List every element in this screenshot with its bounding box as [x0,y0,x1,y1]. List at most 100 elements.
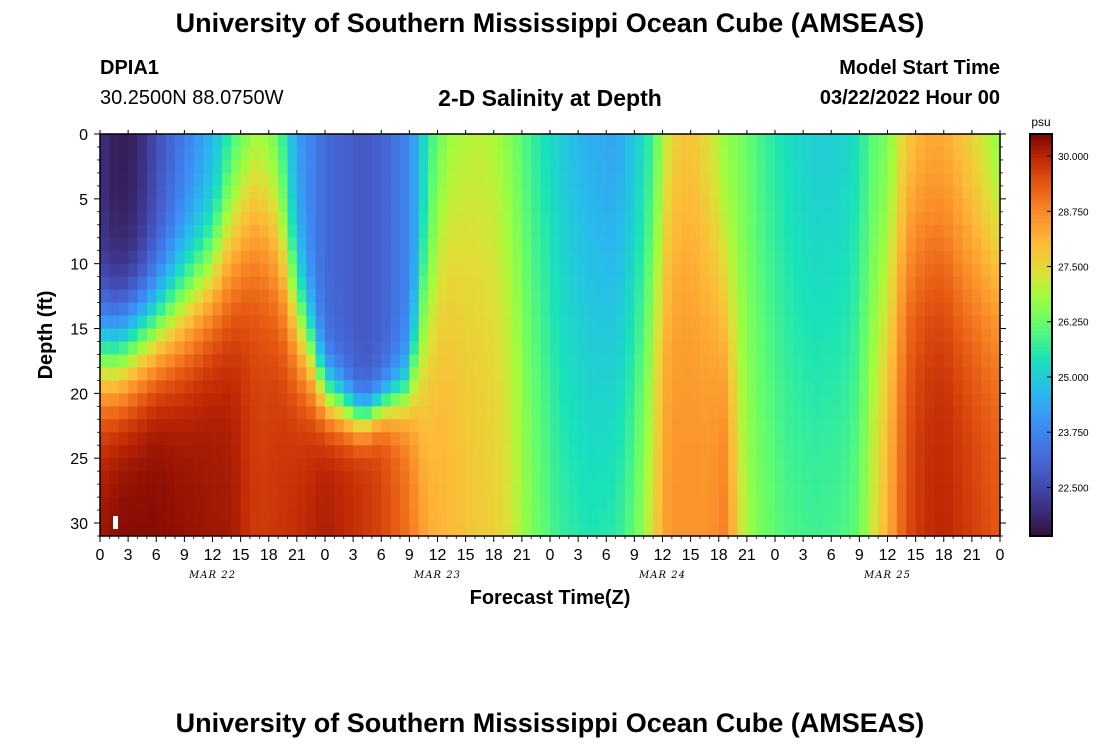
colorbar-segment [1030,379,1052,384]
heatmap-cell [840,276,851,291]
heatmap-cell [334,315,345,330]
heatmap-cell [587,471,598,485]
heatmap-cell [850,445,860,459]
heatmap-cell [306,367,317,381]
heatmap-cell [756,276,767,291]
heatmap-cell [118,523,129,536]
heatmap-cell [521,523,532,536]
heatmap-cell [981,445,992,459]
heatmap-cell [821,263,832,278]
heatmap-cell [559,276,570,291]
heatmap-cell [775,134,785,148]
heatmap-cell [100,510,110,524]
heatmap-cell [662,406,673,420]
heatmap-cell [212,380,223,394]
heatmap-cell [240,445,251,459]
heatmap-cell [371,315,382,330]
heatmap-cell [353,510,364,524]
heatmap-cell [681,185,692,200]
heatmap-cell [868,406,879,420]
heatmap-cell [268,341,279,356]
heatmap-cell [615,146,626,161]
heatmap-cell [812,458,823,472]
heatmap-cell [596,237,607,252]
heatmap-cell [409,302,420,317]
heatmap-cell [221,276,232,291]
heatmap-cell [887,471,898,485]
heatmap-cell [240,211,251,226]
heatmap-cell [137,198,148,213]
heatmap-cell [868,497,879,511]
heatmap-cell [175,134,185,148]
heatmap-cell [737,159,748,174]
heatmap-cell [512,432,523,446]
heatmap-cell [259,471,270,485]
heatmap-cell [250,159,260,174]
heatmap-cell [953,250,964,265]
heatmap-cell [700,328,710,343]
heatmap-cell [728,172,739,187]
heatmap-cell [343,159,354,174]
heatmap-cell [165,237,176,252]
heatmap-cell [559,445,570,459]
heatmap-cell [156,159,167,174]
heatmap-cell [915,237,926,252]
heatmap-cell [203,354,214,369]
colorbar-segment [1030,226,1052,232]
heatmap-cell [146,393,157,407]
heatmap-cell [381,172,392,187]
heatmap-cell [578,432,589,446]
heatmap-cell [325,289,335,304]
heatmap-cell [962,172,973,187]
heatmap-cell [700,432,710,446]
heatmap-cell [240,263,251,278]
heatmap-cell [850,146,860,161]
heatmap-cell [362,185,373,200]
heatmap-cell [381,211,392,226]
heatmap-cell [287,354,298,369]
heatmap-cell [793,224,804,239]
colorbar-segment [1030,142,1052,147]
heatmap-cell [775,419,785,433]
heatmap-cell [915,289,926,304]
heatmap-cell [287,432,298,446]
heatmap-cell [784,380,795,394]
heatmap-cell [465,328,476,343]
heatmap-cell [428,471,439,485]
heatmap-cell [971,471,982,485]
heatmap-cell [943,497,954,511]
heatmap-cell [268,159,279,174]
heatmap-cell [165,302,176,317]
heatmap-cell [943,354,954,369]
heatmap-cell [475,445,485,459]
heatmap-cell [784,393,795,407]
heatmap-cell [953,432,964,446]
heatmap-cell [137,419,148,433]
heatmap-cell [803,134,814,148]
heatmap-cell [643,328,654,343]
colorbar-tick-label: 22.500 [1058,483,1089,494]
heatmap-cell [175,237,185,252]
heatmap-cell [775,471,785,485]
heatmap-cell [146,458,157,472]
heatmap-cell [653,419,664,433]
heatmap-cell [221,484,232,498]
heatmap-cell [662,458,673,472]
heatmap-cell [268,134,279,148]
heatmap-cell [906,302,917,317]
heatmap-cell [184,198,195,213]
heatmap-cell [137,354,148,369]
heatmap-cell [240,185,251,200]
heatmap-cell [550,458,560,472]
heatmap-cell [287,380,298,394]
heatmap-cell [596,471,607,485]
heatmap-cell [953,198,964,213]
heatmap-cell [240,237,251,252]
heatmap-cell [578,237,589,252]
heatmap-cell [362,367,373,381]
heatmap-cell [109,393,120,407]
heatmap-cell [325,263,335,278]
heatmap-cell [137,328,148,343]
heatmap-cell [203,484,214,498]
heatmap-cell [962,341,973,356]
